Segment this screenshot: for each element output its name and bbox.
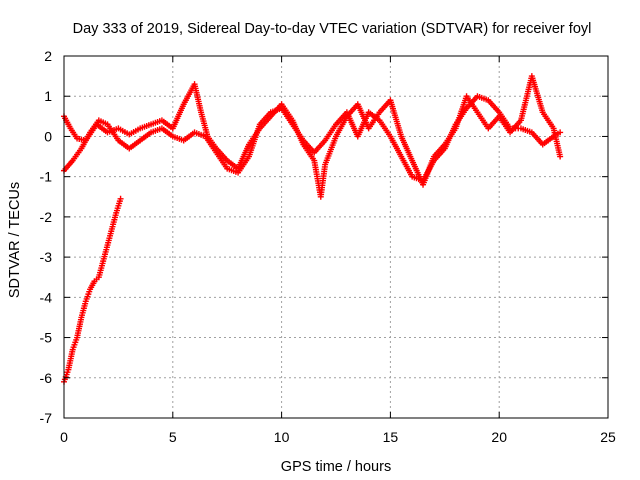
y-tick-label: -6 <box>40 370 53 386</box>
data-marks <box>61 73 564 385</box>
x-tick-label: 5 <box>169 429 177 445</box>
y-tick-label: -5 <box>40 330 53 346</box>
x-tick-label: 20 <box>491 429 507 445</box>
x-tick-label: 10 <box>274 429 290 445</box>
tick-labels: 0 5 10 15 20 25 -7 -6 -5 -4 -3 -2 -1 0 1 2 <box>40 48 616 445</box>
y-tick-label: -7 <box>40 410 53 426</box>
axis-ticks <box>63 55 609 419</box>
data-point-segment-c <box>557 129 564 136</box>
grid-lines <box>64 56 608 418</box>
x-tick-label: 15 <box>383 429 399 445</box>
x-tick-label: 25 <box>600 429 616 445</box>
chart-title: Day 333 of 2019, Sidereal Day-to-day VTE… <box>73 21 592 37</box>
x-tick-label: 0 <box>60 429 68 445</box>
data-point-segment-a <box>117 195 124 202</box>
plot-frame <box>63 55 609 419</box>
y-tick-label: 1 <box>44 88 52 104</box>
y-axis-label: SDTVAR / TECUs <box>7 182 23 298</box>
y-tick-label: 2 <box>44 48 52 64</box>
y-tick-label: -3 <box>40 249 53 265</box>
y-tick-label: -2 <box>40 209 53 225</box>
y-tick-label: -1 <box>40 169 53 185</box>
y-tick-label: -4 <box>40 289 53 305</box>
x-axis-label: GPS time / hours <box>281 459 391 475</box>
y-tick-label: 0 <box>44 128 52 144</box>
data-point-segment-b <box>557 153 564 160</box>
